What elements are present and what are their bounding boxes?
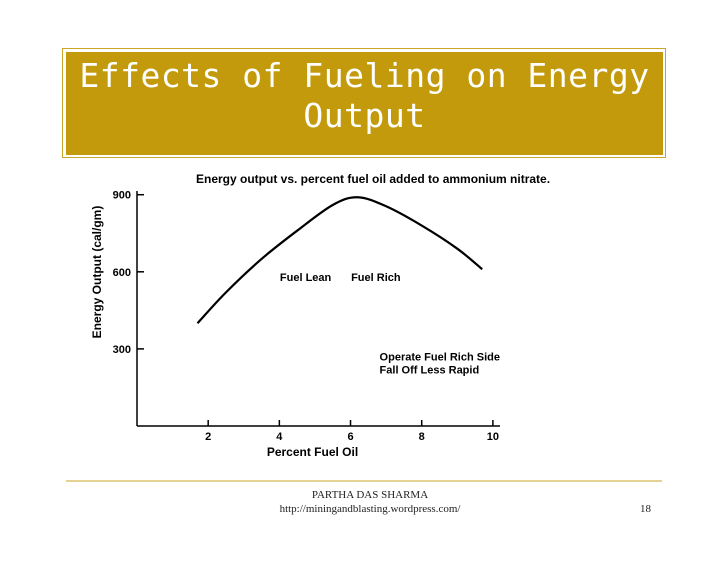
series-line-0 <box>196 196 483 324</box>
decorative-line-top <box>62 48 666 49</box>
x-tick-label: 6 <box>347 431 353 443</box>
y-tick-label: 300 <box>113 344 131 356</box>
slide-number: 18 <box>640 503 651 515</box>
annotation-label: Fall Off Less Rapid <box>380 364 480 376</box>
slide-title: Effects of Fueling on Energy Output <box>66 56 663 136</box>
x-tick-label: 4 <box>276 431 283 443</box>
annotation-label: Fuel Rich <box>351 272 401 284</box>
decorative-line-left <box>62 48 63 158</box>
decorative-line-bottom <box>62 157 666 158</box>
decorative-line-right <box>665 48 666 158</box>
chart-series <box>196 196 483 324</box>
annotation-label: Fuel Lean <box>280 272 332 284</box>
chart-axes: 300 600 900 2 4 6 8 10 Percent Fuel Oil Energy Ou… <box>90 190 500 459</box>
x-tick-label: 10 <box>487 431 499 443</box>
y-axis-label: Energy Output (cal/gm) <box>90 206 104 339</box>
x-axis-label: Percent Fuel Oil <box>267 445 358 459</box>
chart-annotations: Fuel Lean Fuel Rich Operate Fuel Rich Side… <box>280 272 500 377</box>
y-tick-label: 900 <box>113 190 131 202</box>
title-band <box>66 52 663 155</box>
slide-title-line-2: Output <box>303 96 426 135</box>
chart-title: Energy output vs. percent fuel oil added… <box>196 172 550 186</box>
annotation-label: Operate Fuel Rich Side <box>380 352 500 364</box>
x-tick-label: 2 <box>205 431 211 443</box>
x-tick-label: 8 <box>419 431 425 443</box>
y-tick-label: 600 <box>113 267 131 279</box>
slide-title-line-1: Effects of Fueling on Energy <box>79 56 650 95</box>
footer-url: http://miningandblasting.wordpress.com/ <box>279 503 461 515</box>
footer-author: PARTHA DAS SHARMA <box>311 489 429 501</box>
